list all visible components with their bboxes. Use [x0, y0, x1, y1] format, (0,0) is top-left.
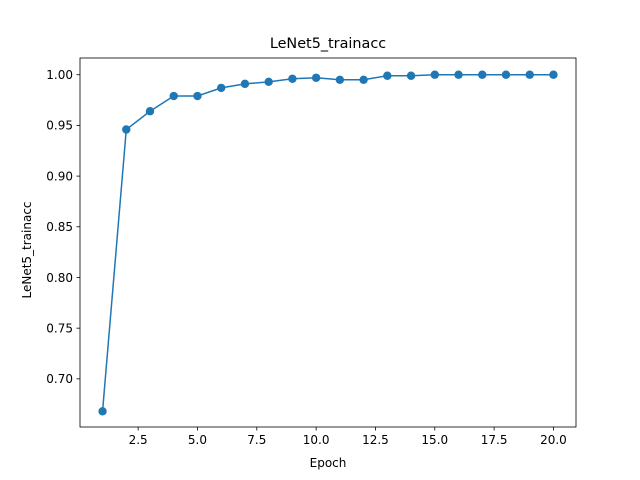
data-point	[217, 83, 226, 93]
y-tick-label: 0.95	[46, 119, 73, 133]
y-tick-label: 0.80	[46, 271, 73, 285]
data-point	[122, 125, 131, 134]
x-tick-label: 2.5	[129, 433, 148, 447]
y-tick-label: 0.85	[46, 220, 73, 234]
data-point	[454, 70, 463, 79]
data-point	[264, 77, 273, 87]
data-point	[98, 407, 107, 416]
series-group	[98, 70, 558, 416]
x-tick-label: 17.5	[481, 433, 508, 447]
x-tick-label: 12.5	[362, 433, 389, 447]
data-point	[478, 70, 487, 79]
x-tick-label: 20.0	[540, 433, 567, 447]
data-point	[383, 71, 392, 80]
x-tick-label: 10.0	[303, 433, 330, 447]
plot-area: 2.5 5.0 7.5 10.0 12.5 15.0 17.5 20.0 0.700.750.…	[46, 57, 577, 447]
y-tick-label: 0.90	[46, 169, 73, 183]
data-point	[145, 107, 155, 116]
chart-title: LeNet5_trainacc	[270, 36, 386, 52]
data-point	[193, 91, 202, 101]
data-point	[430, 70, 439, 79]
data-point	[335, 75, 345, 84]
data-point	[549, 70, 558, 79]
x-tick-label: 15.0	[421, 433, 448, 447]
data-point	[311, 73, 321, 82]
y-tick-label: 0.75	[46, 321, 73, 335]
x-axis-label: Epoch	[310, 456, 347, 470]
y-tick-label: 1.00	[46, 68, 73, 82]
y-axis: 0.70 0.75 0.80 0.85 0.90 0.95 1.00	[46, 68, 80, 386]
data-point	[406, 71, 416, 80]
data-point	[288, 74, 297, 83]
data-point	[359, 75, 368, 84]
data-point	[240, 79, 250, 89]
x-axis: 2.5 5.0 7.5 10.0 12.5 15.0 17.5 20.0	[129, 427, 567, 447]
data-point	[525, 70, 534, 79]
data-point	[501, 70, 511, 79]
x-tick-label: 7.5	[247, 433, 266, 447]
plot-frame	[79, 57, 577, 428]
x-tick-label: 5.0	[188, 433, 207, 447]
y-tick-label: 0.70	[46, 372, 73, 386]
y-axis-label: LeNet5_trainacc	[20, 201, 34, 298]
data-point	[169, 91, 178, 101]
